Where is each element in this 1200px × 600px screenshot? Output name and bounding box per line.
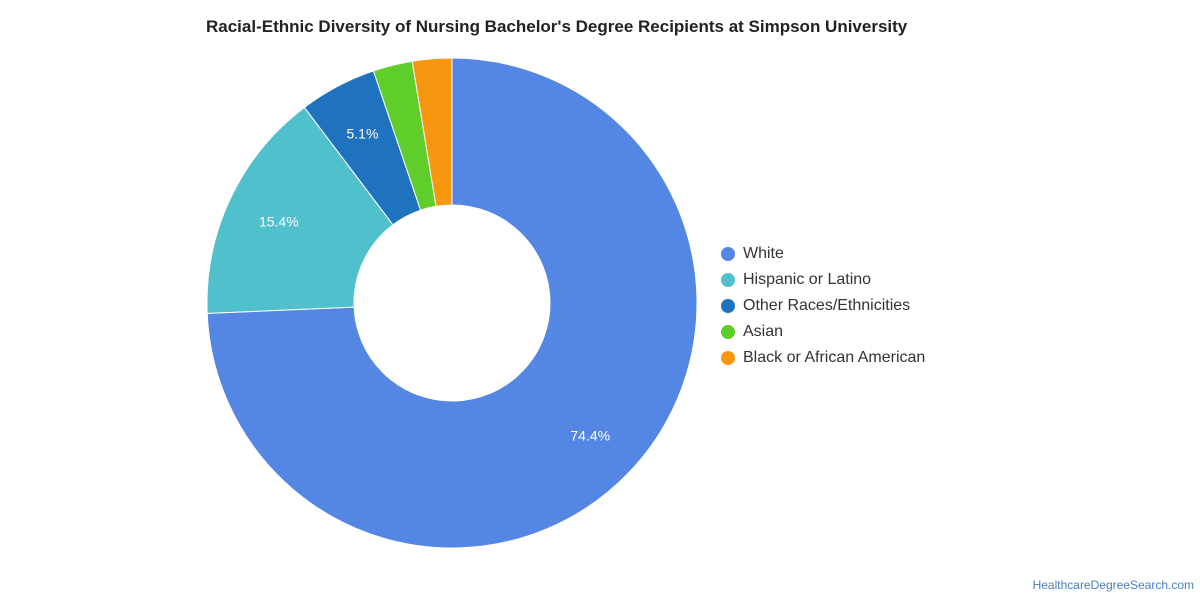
- legend-item[interactable]: White: [721, 241, 925, 267]
- legend-swatch-icon: [721, 247, 735, 261]
- donut-slice-black-or-african-american[interactable]: [411, 57, 453, 207]
- legend-item[interactable]: Hispanic or Latino: [721, 267, 925, 293]
- slice-label: 74.4%: [570, 428, 610, 444]
- legend-label: White: [743, 245, 784, 262]
- legend-label: Black or African American: [743, 349, 926, 366]
- legend-label: Asian: [743, 323, 784, 340]
- legend-label: Hispanic or Latino: [743, 271, 872, 288]
- legend-item[interactable]: Other Races/Ethnicities: [721, 293, 925, 319]
- slice-label: 5.1%: [347, 126, 379, 142]
- legend-item[interactable]: Asian: [721, 319, 925, 345]
- slice-label: 15.4%: [259, 213, 299, 229]
- donut-slice-hispanic-or-latino[interactable]: [206, 106, 394, 314]
- legend-swatch-icon: [721, 273, 735, 287]
- legend-swatch-icon: [721, 351, 735, 365]
- legend-swatch-icon: [721, 299, 735, 313]
- legend-item[interactable]: Black or African American: [721, 345, 925, 371]
- chart-legend: White Hispanic or Latino Other Races/Ethni…: [721, 241, 925, 371]
- source-link[interactable]: HealthcareDegreeSearch.com: [1032, 578, 1194, 592]
- chart-title: Racial-Ethnic Diversity of Nursing Bache…: [206, 17, 908, 36]
- donut-slice-white[interactable]: [206, 57, 698, 549]
- legend-label: Other Races/Ethnicities: [743, 297, 911, 314]
- legend-swatch-icon: [721, 325, 735, 339]
